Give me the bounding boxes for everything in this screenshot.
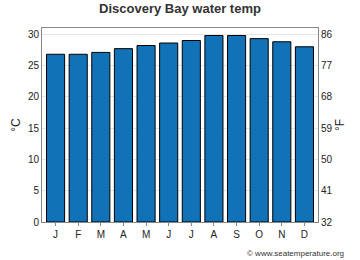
svg-text:J: J (166, 229, 171, 240)
svg-text:32: 32 (321, 217, 333, 228)
svg-text:D: D (301, 229, 308, 240)
svg-text:M: M (97, 229, 105, 240)
svg-text:25: 25 (28, 60, 40, 71)
svg-text:50: 50 (321, 154, 333, 165)
svg-text:°F: °F (333, 119, 347, 131)
svg-text:A: A (211, 229, 218, 240)
svg-text:5: 5 (33, 185, 39, 196)
svg-text:68: 68 (321, 91, 333, 102)
svg-text:© www.seatemperature.org: © www.seatemperature.org (247, 249, 344, 258)
svg-text:0: 0 (33, 217, 39, 228)
svg-text:20: 20 (28, 91, 40, 102)
svg-text:F: F (75, 229, 81, 240)
svg-text:41: 41 (321, 185, 333, 196)
svg-text:J: J (189, 229, 194, 240)
svg-text:77: 77 (321, 60, 333, 71)
svg-text:59: 59 (321, 123, 333, 134)
svg-text:J: J (53, 229, 58, 240)
svg-text:S: S (233, 229, 240, 240)
svg-text:30: 30 (28, 29, 40, 40)
svg-text:86: 86 (321, 29, 333, 40)
svg-text:N: N (278, 229, 285, 240)
svg-text:°C: °C (9, 118, 23, 132)
svg-text:A: A (120, 229, 127, 240)
svg-text:O: O (255, 229, 263, 240)
svg-text:15: 15 (28, 123, 40, 134)
svg-text:10: 10 (28, 154, 40, 165)
svg-text:Discovery Bay water temp: Discovery Bay water temp (99, 1, 261, 16)
svg-text:M: M (142, 229, 150, 240)
